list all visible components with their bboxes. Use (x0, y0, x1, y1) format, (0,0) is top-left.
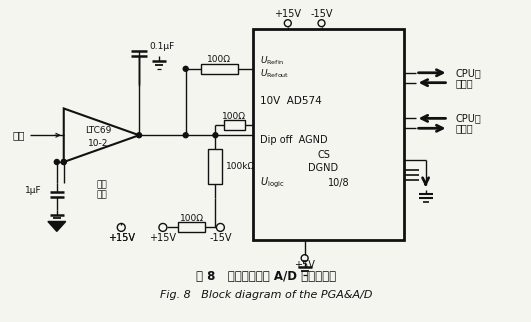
Text: -15V: -15V (310, 9, 333, 19)
Text: 控制: 控制 (96, 190, 107, 199)
Text: +15V: +15V (108, 233, 135, 243)
Text: +15V: +15V (149, 233, 176, 243)
Bar (209, 149, 222, 184)
Text: 图 8   可编程放大与 A/D 转换原理图: 图 8 可编程放大与 A/D 转换原理图 (196, 270, 336, 283)
Circle shape (61, 159, 66, 165)
Text: CPU控: CPU控 (456, 113, 481, 123)
Text: 10-2: 10-2 (88, 139, 109, 148)
Text: 100Ω: 100Ω (208, 55, 232, 64)
Bar (201, 64, 238, 74)
Bar (178, 223, 205, 232)
Text: 100Ω: 100Ω (222, 112, 246, 121)
Text: Fig. 8   Block diagram of the PGA&A/D: Fig. 8 Block diagram of the PGA&A/D (160, 290, 372, 300)
Text: 100Ω: 100Ω (179, 214, 204, 223)
Text: CPU数: CPU数 (456, 68, 481, 78)
Text: +15V: +15V (108, 233, 135, 243)
Circle shape (61, 159, 66, 165)
Circle shape (183, 133, 188, 138)
Circle shape (213, 133, 218, 138)
Text: LTC69: LTC69 (85, 126, 112, 135)
Text: 10/8: 10/8 (328, 178, 349, 188)
Text: +15V: +15V (275, 9, 301, 19)
Polygon shape (48, 222, 66, 232)
Text: Dip off  AGND: Dip off AGND (260, 135, 328, 145)
Circle shape (136, 133, 142, 138)
Bar (224, 120, 245, 130)
Text: CS: CS (318, 150, 330, 160)
Text: -15V: -15V (209, 233, 232, 243)
Text: +5V: +5V (294, 260, 315, 270)
Text: 输入: 输入 (12, 130, 25, 140)
Text: 1μF: 1μF (25, 186, 42, 195)
Text: $U_{\mathregular{Refout}}$: $U_{\mathregular{Refout}}$ (260, 68, 289, 80)
Circle shape (54, 159, 59, 165)
Bar (253, 29, 404, 240)
Text: 制总线: 制总线 (456, 123, 473, 133)
Text: $U_{\mathregular{Refin}}$: $U_{\mathregular{Refin}}$ (260, 55, 285, 67)
Text: 增益: 增益 (96, 180, 107, 189)
Text: 0.1μF: 0.1μF (149, 42, 174, 51)
Text: 10V  AD574: 10V AD574 (260, 96, 322, 106)
Text: $U_{\mathregular{logic}}$: $U_{\mathregular{logic}}$ (260, 175, 285, 190)
Text: 据总线: 据总线 (456, 78, 473, 88)
Text: DGND: DGND (307, 163, 338, 173)
Text: 100kΩ: 100kΩ (226, 162, 255, 171)
Circle shape (183, 66, 188, 71)
